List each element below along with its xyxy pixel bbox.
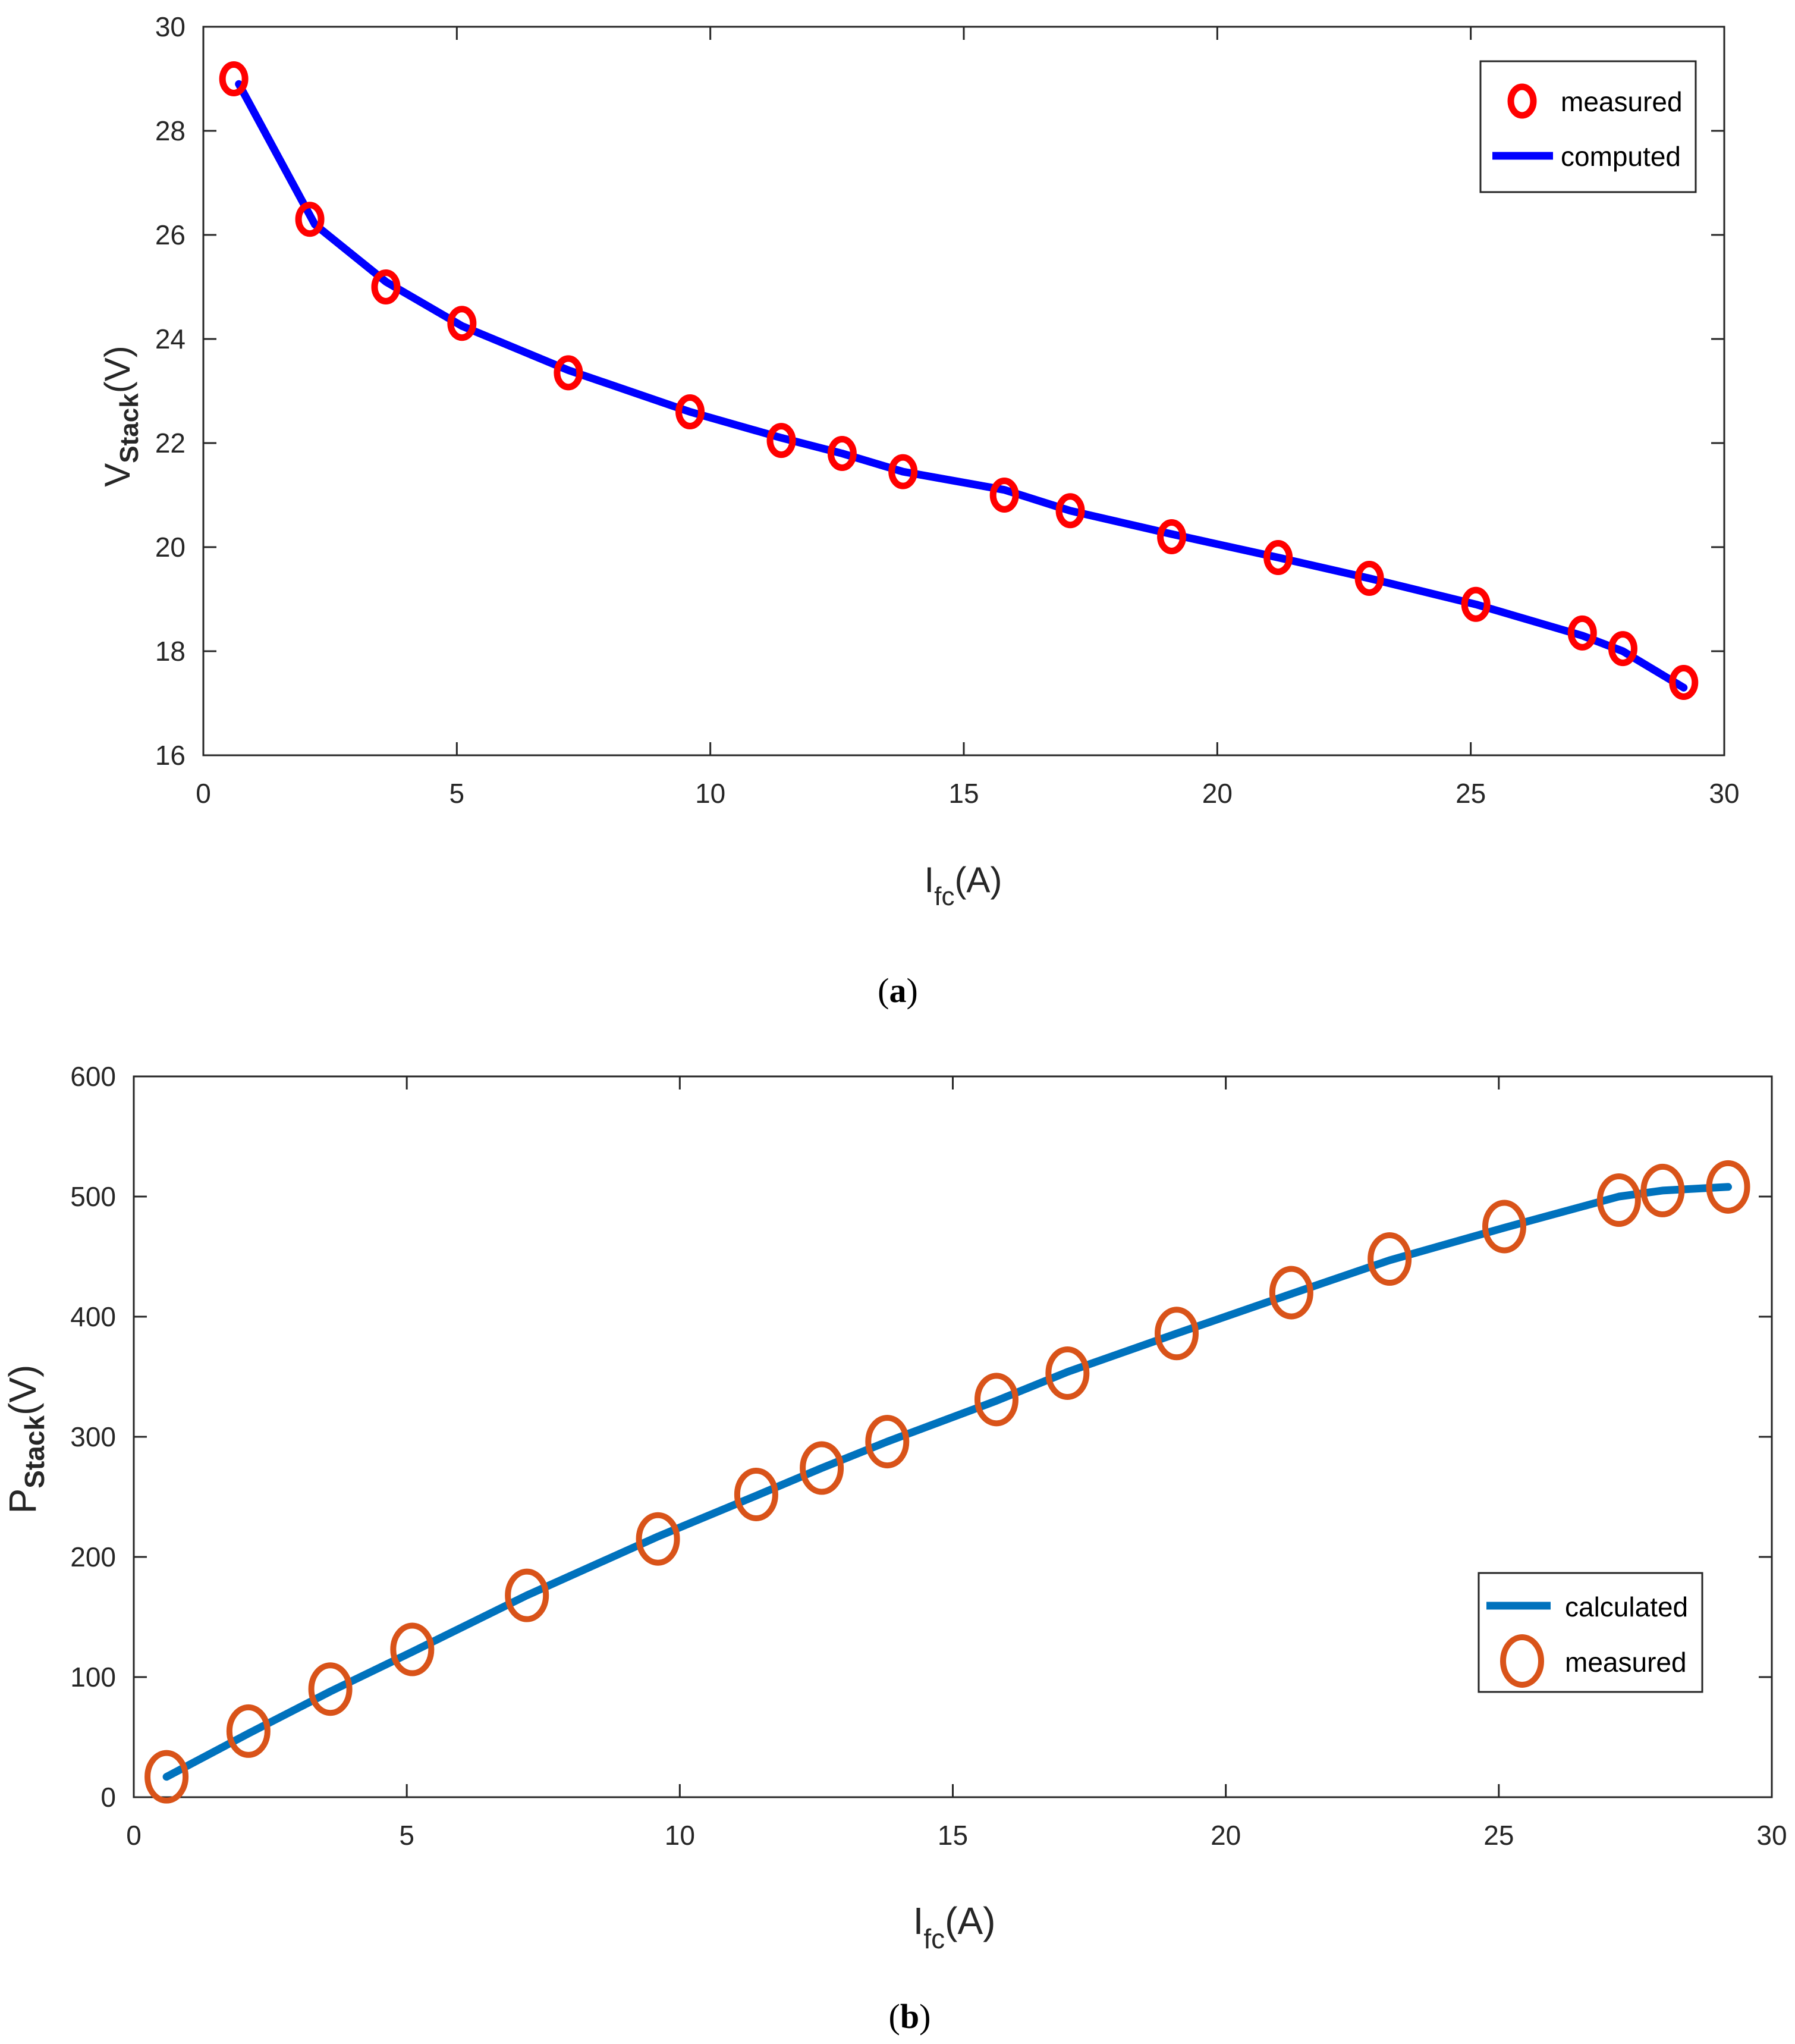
panel-a-y-tick-label: 28 (155, 115, 186, 146)
panel-a-measured-point (827, 436, 857, 471)
panel-a-x-tick-label: 30 (1709, 778, 1739, 809)
panel-a-axes-box (202, 26, 1725, 756)
panel-b-y-tick-label: 100 (70, 1662, 116, 1693)
panel-b-measured-point (734, 1467, 778, 1521)
panel-a-measured-point (675, 394, 705, 429)
panel-b-measured-point (1269, 1266, 1313, 1320)
panel-b-measured-point (1045, 1346, 1090, 1400)
panel-a-y-tick-label: 24 (155, 324, 186, 354)
panel-a-legend-measured-marker (1507, 83, 1537, 119)
panel-b-x-tick-label: 5 (399, 1820, 414, 1851)
panel-a-measured-point (554, 355, 583, 391)
panel-b-measured-point (1640, 1163, 1685, 1217)
panel-a-chart: 0 5 10 15 20 25 30 16 18 20 22 24 26 28 30 VStack(V) I… (98, 11, 1740, 1010)
panel-b-legend-measured-marker (1500, 1634, 1544, 1688)
panel-a-measured-point (989, 478, 1019, 513)
panel-b-legend-measured-label: measured (1565, 1647, 1687, 1678)
panel-a-ticks: 0 5 10 15 20 25 30 16 18 20 22 24 26 28 30 (155, 11, 1740, 809)
panel-a-measured-point (295, 202, 325, 237)
panel-b-y-tick-label: 400 (70, 1301, 116, 1332)
panel-b-x-tick-label: 15 (938, 1820, 968, 1851)
panel-a-measured-point (766, 423, 796, 459)
panel-a-measured-point (1461, 586, 1491, 622)
panel-b-y-tick-label: 200 (70, 1541, 116, 1572)
panel-a-x-tick-label: 25 (1456, 778, 1486, 809)
panel-a-measured-point (1263, 540, 1293, 575)
panel-a-y-tick-label: 22 (155, 428, 186, 459)
panel-b-measured-point (800, 1441, 844, 1495)
panel-a-measured-point (1669, 665, 1699, 700)
panel-a-x-tick-label: 20 (1202, 778, 1233, 809)
panel-a-x-tick-label: 0 (196, 778, 211, 809)
panel-b-legend: calculated measured (1478, 1572, 1703, 1693)
panel-b-x-tick-label: 25 (1483, 1820, 1514, 1851)
panel-b-measured-point (308, 1662, 353, 1716)
panel-a-y-tick-label: 26 (155, 219, 186, 250)
panel-b-measured-point (1706, 1160, 1750, 1214)
panel-a-y-tick-label: 16 (155, 740, 186, 771)
panel-a-x-tick-label: 5 (449, 778, 465, 809)
panel-b-measured-point (974, 1373, 1018, 1427)
panel-b-x-tick-label: 30 (1756, 1820, 1787, 1851)
panel-b-measured-point (1368, 1232, 1412, 1286)
panel-b-y-tick-label: 500 (70, 1181, 116, 1212)
panel-a-measured-point (1055, 493, 1085, 529)
panel-b-legend-calculated-label: calculated (1565, 1591, 1688, 1622)
panel-b-x-tick-label: 20 (1211, 1820, 1241, 1851)
panel-a-legend-box (1479, 60, 1697, 193)
panel-a-y-tick-label: 18 (155, 636, 186, 667)
panel-a-measured-point (447, 306, 477, 341)
panel-b-y-tick-label: 600 (70, 1061, 116, 1092)
panel-a-measured-point (371, 269, 401, 304)
panel-b-measured-point (390, 1622, 435, 1676)
panel-a-legend-measured-label: measured (1561, 86, 1683, 117)
panel-a-x-tick-label: 15 (948, 778, 979, 809)
panel-a-y-tick-label: 20 (155, 532, 186, 563)
panel-b-y-tick-label: 0 (100, 1782, 116, 1813)
panel-b-measured-point (505, 1568, 549, 1622)
panel-a-measured-point (1567, 615, 1597, 651)
panel-b-x-axis-label: Ifc(A) (913, 1899, 996, 1954)
panel-b-legend-box (1478, 1572, 1703, 1693)
panel-b-measured-point (1482, 1200, 1527, 1254)
panel-a-measured-point (1608, 631, 1637, 667)
panel-b-measured-point (1155, 1307, 1199, 1361)
panel-a-x-axis-label: Ifc(A) (925, 860, 1002, 911)
panel-a-x-tick-label: 10 (695, 778, 725, 809)
panel-b-measured-point (865, 1415, 910, 1469)
panel-a-y-tick-label: 30 (155, 11, 186, 42)
panel-a-caption: (a) (878, 971, 918, 1010)
panel-a-measured-point (888, 454, 918, 489)
panel-b-measured-point (1596, 1173, 1641, 1227)
panel-a-measured-point (219, 61, 249, 96)
panel-b-y-axis-label: PStack(V) (1, 1365, 50, 1514)
panel-b-measured-point (636, 1512, 680, 1566)
panel-b-y-tick-label: 300 (70, 1421, 116, 1452)
panel-a-series (219, 61, 1699, 700)
panel-a-legend-computed-label: computed (1561, 141, 1681, 172)
panel-a-measured-point (1354, 561, 1384, 596)
panel-a-legend: measured computed (1479, 60, 1697, 193)
panel-b-x-tick-label: 0 (126, 1820, 142, 1851)
panel-b-series (144, 1160, 1750, 1804)
panel-b-measured-point (144, 1750, 189, 1804)
panel-b-measured-point (226, 1704, 271, 1758)
panel-a-y-axis-label: VStack(V) (98, 346, 144, 486)
panel-b-caption: (b) (889, 1997, 931, 2036)
panel-b-x-tick-label: 10 (665, 1820, 695, 1851)
panel-a-measured-point (1157, 519, 1187, 554)
